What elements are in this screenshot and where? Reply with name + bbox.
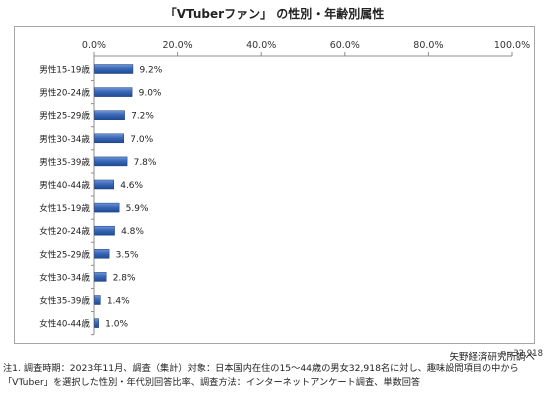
category-label: 男性15-19歳 bbox=[39, 64, 90, 76]
bar bbox=[94, 156, 128, 167]
footnotes: 注1. 調査時期：2023年11月、調査（集計）対象：日本国内在住の15～44歳… bbox=[3, 362, 548, 389]
data-label: 4.6% bbox=[120, 181, 143, 191]
x-tick-label: 20.0% bbox=[163, 40, 193, 51]
footnote-line: 注1. 調査時期：2023年11月、調査（集計）対象：日本国内在住の15～44歳… bbox=[3, 363, 519, 374]
bar bbox=[94, 318, 99, 328]
category-label: 男性30-34歳 bbox=[39, 133, 90, 145]
category-label: 女性15-19歳 bbox=[39, 202, 90, 214]
bar bbox=[94, 179, 114, 190]
data-label: 7.2% bbox=[131, 112, 154, 122]
bar bbox=[94, 133, 125, 144]
footnote-line: 「VTuber」を選択した性別・年代別回答比率、調査方法：インターネットアンケー… bbox=[3, 376, 421, 388]
category-label: 男性25-29歳 bbox=[39, 110, 90, 122]
data-label: 5.9% bbox=[126, 204, 149, 214]
data-label: 1.0% bbox=[105, 320, 128, 330]
category-label: 男性35-39歳 bbox=[39, 156, 90, 168]
data-label: 7.0% bbox=[130, 135, 153, 145]
bar bbox=[94, 272, 107, 282]
category-label: 男性20-24歳 bbox=[39, 87, 90, 99]
data-label: 1.4% bbox=[107, 297, 130, 307]
x-tick-label: 60.0% bbox=[330, 40, 360, 51]
data-label: 4.8% bbox=[121, 227, 144, 237]
x-tick-label: 40.0% bbox=[246, 40, 276, 51]
chart-frame: 0.0% 20.0% 40.0% 60.0% 80.0% 100.0% 男性15-19歳 9… bbox=[14, 26, 543, 359]
category-label: 男性40-44歳 bbox=[39, 179, 90, 191]
bar bbox=[94, 202, 120, 213]
category-label: 女性20-24歳 bbox=[39, 225, 90, 237]
category-label: 女性40-44歳 bbox=[39, 318, 90, 330]
category-label: 女性30-34歳 bbox=[39, 271, 90, 283]
bar bbox=[94, 295, 101, 305]
category-label: 女性35-39歳 bbox=[39, 295, 90, 307]
data-label: 9.2% bbox=[139, 66, 162, 76]
bar bbox=[94, 225, 115, 236]
data-label: 7.8% bbox=[134, 158, 157, 168]
bar bbox=[94, 110, 125, 120]
category-label: 女性25-29歳 bbox=[39, 248, 90, 260]
chart-title: 「VTuberファン」 の性別・年齢別属性 bbox=[164, 7, 385, 21]
bar bbox=[94, 249, 110, 259]
x-tick-label: 80.0% bbox=[413, 40, 443, 51]
data-label: 9.0% bbox=[139, 89, 162, 99]
data-label: 3.5% bbox=[116, 250, 139, 260]
bar bbox=[94, 64, 134, 74]
data-label: 2.8% bbox=[113, 273, 136, 283]
bar-chart: 0.0% 20.0% 40.0% 60.0% 80.0% 100.0% 男性15-19歳 9… bbox=[39, 40, 530, 336]
bar bbox=[94, 87, 133, 97]
sample-size-annotation: n=32,918 bbox=[500, 349, 543, 359]
source-credit: 矢野経済研究所調べ bbox=[449, 352, 535, 363]
x-tick-label: 100.0% bbox=[494, 40, 530, 51]
x-tick-label: 0.0% bbox=[82, 40, 106, 51]
